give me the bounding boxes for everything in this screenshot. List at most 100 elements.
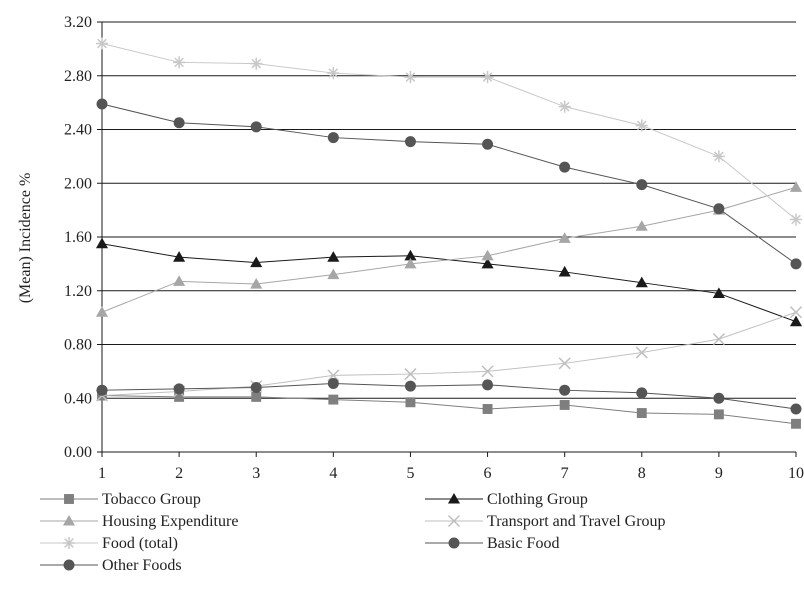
data-point [636, 408, 647, 418]
data-point [95, 306, 109, 317]
series-line [101, 382, 797, 410]
series-line [101, 311, 797, 397]
y-tick-label: 1.60 [64, 229, 92, 246]
data-point [404, 136, 416, 148]
data-point [328, 394, 339, 405]
data-point [712, 333, 725, 346]
series-line [101, 103, 797, 265]
legend-item: Tobacco Group [40, 491, 201, 508]
data-point [404, 71, 417, 84]
data-point [558, 357, 571, 370]
data-point [327, 251, 340, 262]
y-tick-label: 0.40 [64, 390, 92, 407]
data-point [559, 384, 571, 396]
data-point [789, 213, 803, 226]
data-point [96, 384, 108, 396]
series-4 [95, 37, 803, 226]
data-point [713, 203, 725, 215]
data-point [558, 265, 571, 277]
legend-label: Other Foods [102, 557, 182, 574]
series-group [95, 37, 803, 429]
data-point [95, 37, 109, 50]
data-point [558, 232, 571, 243]
legend-item: Housing Expenditure [40, 513, 238, 530]
legend-marker [62, 536, 76, 550]
y-tick-label: 2.80 [64, 68, 92, 85]
legend-marker [448, 537, 460, 549]
data-point [635, 276, 648, 288]
data-point [250, 57, 263, 70]
data-point [173, 251, 186, 262]
data-point [712, 287, 725, 298]
legend-item: Food (total) [40, 535, 178, 552]
legend-item: Transport and Travel Group [425, 513, 666, 530]
data-point [635, 220, 648, 231]
legend-marker [63, 559, 75, 571]
x-tick-label: 9 [715, 465, 723, 482]
data-point [482, 138, 494, 150]
legend-marker [64, 494, 74, 504]
legend-label: Clothing Group [487, 491, 588, 508]
data-point [405, 397, 416, 408]
data-point [636, 387, 648, 399]
x-tick-labels: 1 2 3 4 5 6 7 8 9 10 [98, 465, 804, 482]
data-point [327, 377, 339, 389]
legend-label: Basic Food [487, 535, 559, 552]
data-point [481, 249, 494, 261]
data-point [789, 181, 803, 192]
y-tick-label: 0.80 [64, 337, 92, 354]
legend-label: Transport and Travel Group [487, 513, 666, 530]
data-point [635, 119, 648, 132]
data-point [481, 71, 494, 84]
y-tick-label: 1.20 [64, 283, 92, 300]
y-tick-label: 0.00 [64, 444, 92, 461]
data-point [250, 121, 262, 133]
data-point [713, 392, 725, 404]
data-point [327, 268, 340, 280]
legend-item: Other Foods [40, 557, 182, 574]
data-point [713, 409, 724, 420]
data-point [636, 179, 648, 191]
legend-marker [447, 514, 461, 528]
data-point [790, 403, 802, 415]
legend-item: Clothing Group [425, 491, 588, 508]
gridlines [102, 21, 796, 453]
data-point [789, 315, 803, 327]
data-point [481, 365, 494, 378]
legend-label: Food (total) [102, 535, 178, 552]
data-point [173, 383, 185, 395]
x-tick-label: 7 [561, 465, 569, 482]
data-point [250, 382, 262, 393]
series-3 [95, 306, 803, 402]
x-tick-label: 6 [484, 465, 492, 482]
data-point [95, 237, 109, 249]
data-point [173, 275, 186, 286]
data-point [559, 400, 570, 410]
data-point [789, 306, 803, 319]
data-point [712, 150, 725, 163]
series-6 [96, 377, 802, 415]
data-point [174, 391, 185, 402]
legend: Tobacco Group Clothing Group Housing Expen… [40, 491, 666, 574]
x-tick-label: 8 [638, 465, 646, 482]
data-point [250, 277, 263, 289]
series-5 [96, 98, 802, 270]
data-point [482, 379, 494, 391]
data-point [482, 404, 493, 414]
series-line [101, 186, 797, 313]
data-point [404, 380, 416, 392]
data-point [327, 67, 340, 80]
data-point [635, 346, 648, 359]
x-tick-label: 1 [98, 465, 106, 482]
legend-label: Tobacco Group [102, 491, 201, 508]
legend-marker [447, 492, 461, 504]
data-point [327, 369, 340, 382]
y-tick-label: 3.20 [64, 14, 92, 31]
y-axis-label: (Mean) Incidence % [17, 173, 34, 304]
legend-marker [62, 514, 76, 526]
data-point [558, 100, 571, 113]
axes [97, 21, 797, 457]
data-point [327, 132, 339, 144]
data-point [173, 56, 186, 69]
